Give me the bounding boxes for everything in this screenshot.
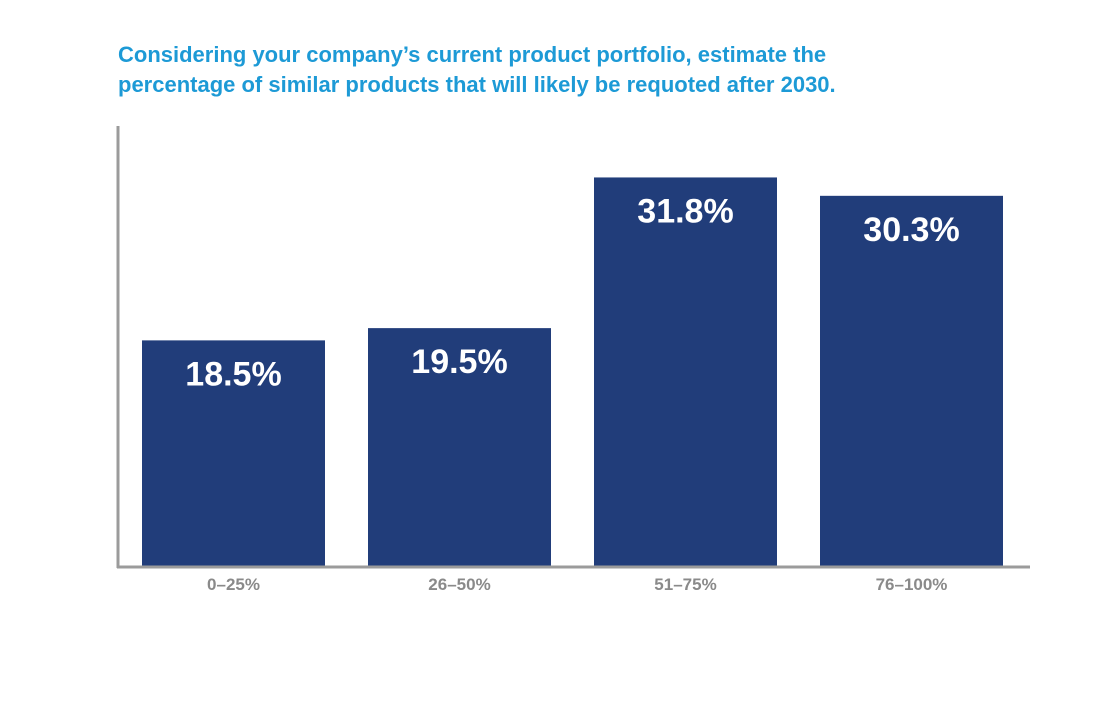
bar-1: [142, 340, 325, 567]
category-label-4: 76–100%: [876, 575, 948, 594]
category-label-3: 51–75%: [654, 575, 716, 594]
bar-value-label-1: 18.5%: [185, 355, 281, 393]
bar-2: [368, 328, 551, 567]
bar-value-label-2: 19.5%: [411, 343, 507, 381]
bar-4: [820, 195, 1003, 567]
bar-3: [594, 177, 777, 567]
chart-title: Considering your company’s current produ…: [118, 40, 1018, 100]
category-label-1: 0–25%: [207, 575, 260, 594]
bar-value-label-4: 30.3%: [863, 211, 959, 249]
bar-value-label-3: 31.8%: [637, 192, 733, 230]
category-label-2: 26–50%: [428, 575, 490, 594]
chart-title-line-2: percentage of similar products that will…: [118, 72, 836, 97]
bars-group: 18.5% 0–25% 19.5% 26–50% 31.8% 51–75% 30.3% 76–…: [142, 177, 1003, 594]
chart-title-line-1: Considering your company’s current produ…: [118, 42, 827, 67]
